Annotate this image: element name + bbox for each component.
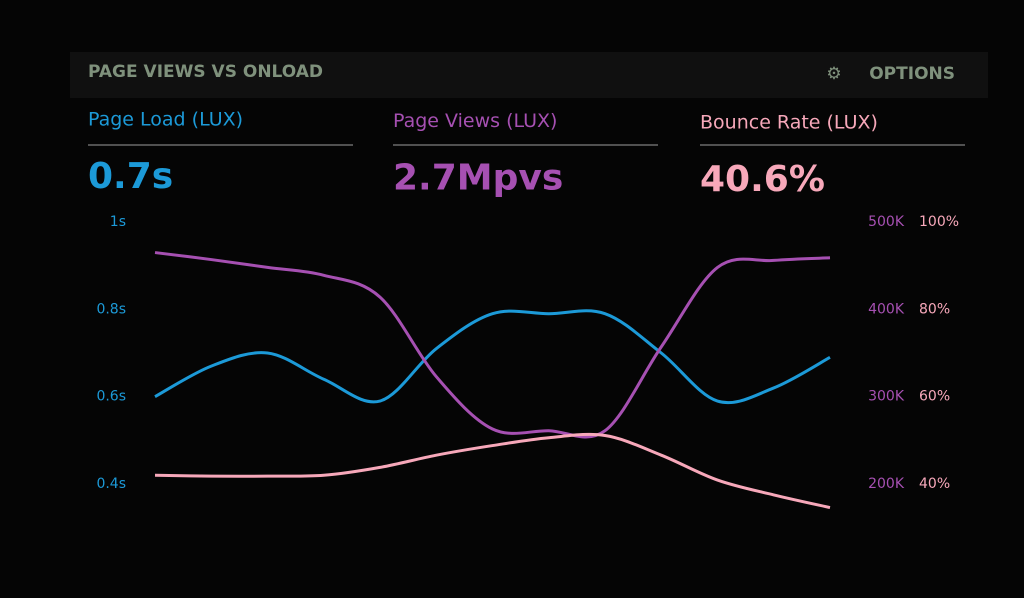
stat-label: Page Views (LUX): [393, 110, 557, 132]
tick-label: 80%: [919, 301, 950, 317]
tick-label: 500K: [868, 214, 905, 230]
stat-value: 40.6%: [700, 159, 825, 200]
tick-label: 200K: [868, 476, 905, 492]
tick-label: 400K: [868, 301, 905, 317]
tick-label: 0.6s: [96, 389, 126, 405]
stat-value: 2.7Mpvs: [393, 158, 563, 199]
tick-label: 40%: [919, 476, 950, 492]
tick-label: 300K: [868, 389, 905, 405]
stat-label: Page Load (LUX): [88, 109, 243, 131]
header-bar: [70, 52, 988, 98]
stat-value: 0.7s: [88, 156, 173, 197]
tick-label: 100%: [919, 214, 959, 230]
panel-title: PAGE VIEWS VS ONLOAD: [88, 62, 323, 82]
tick-label: 0.8s: [96, 301, 126, 317]
series-line: [154, 251, 831, 439]
tick-label: 0.4s: [96, 476, 126, 492]
gear-icon[interactable]: ⚙: [826, 64, 841, 84]
tick-label: 1s: [110, 214, 126, 230]
options-label[interactable]: OPTIONS: [869, 64, 955, 84]
options-button[interactable]: ⚙ OPTIONS: [826, 64, 955, 84]
series-line: [154, 432, 831, 510]
stat-label: Bounce Rate (LUX): [700, 112, 878, 134]
series-line: [154, 309, 831, 404]
tick-label: 60%: [919, 389, 950, 405]
